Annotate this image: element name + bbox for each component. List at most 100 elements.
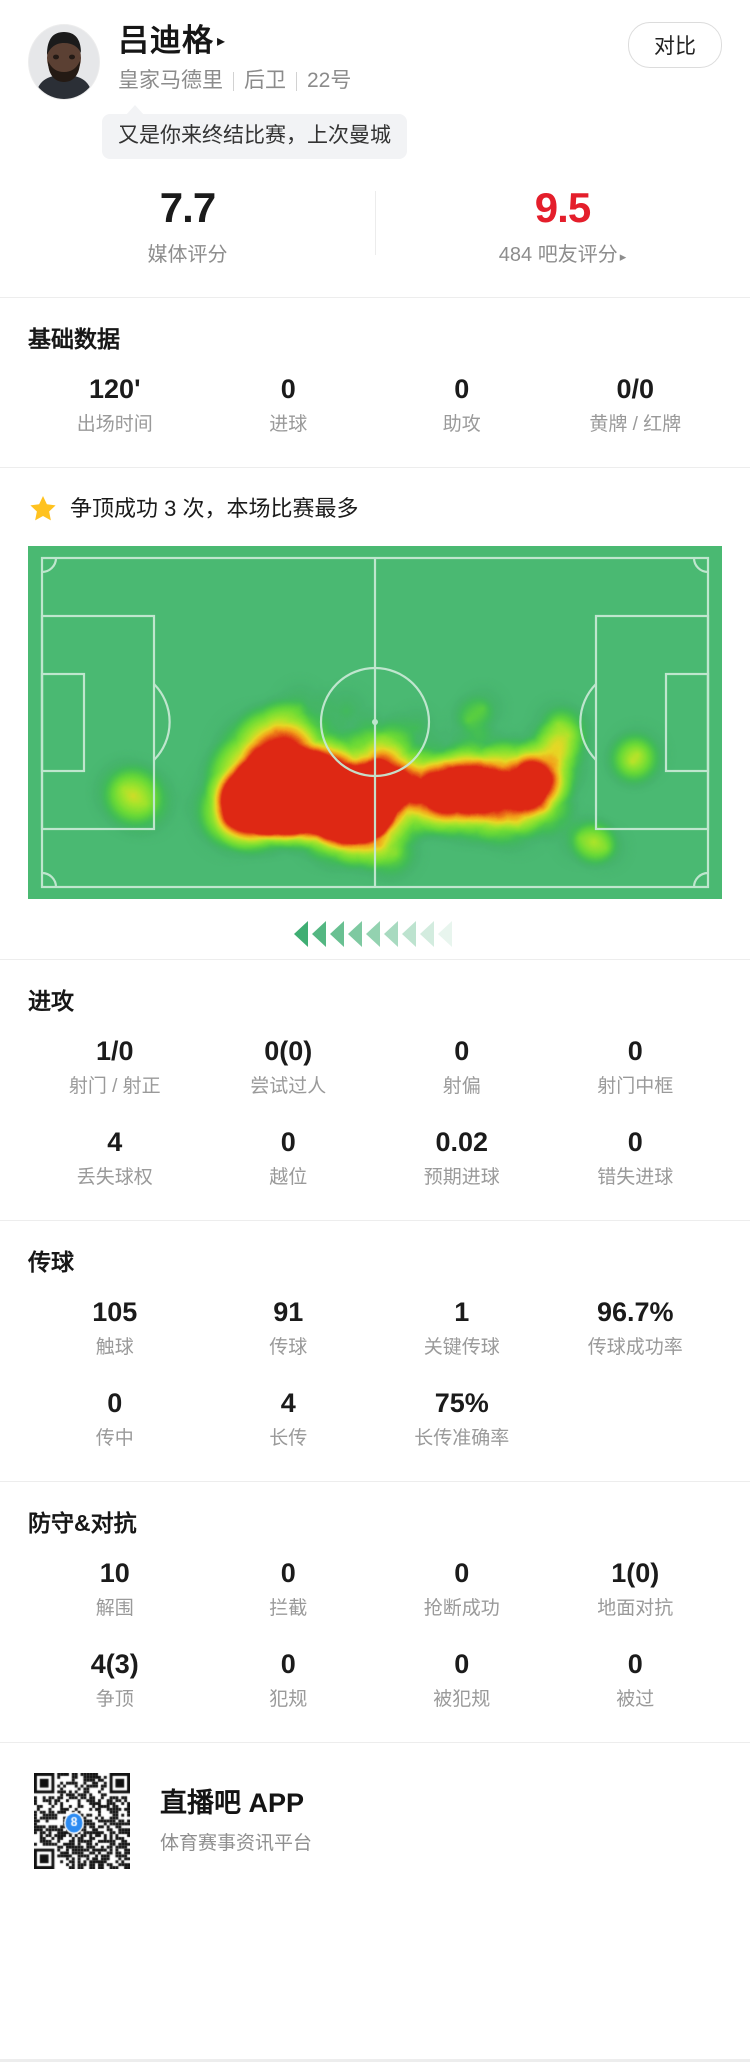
stat-value: 0 — [454, 374, 470, 404]
player-name-text: 吕迪格 — [118, 23, 214, 58]
player-header: 吕迪格 ▸ 皇家马德里 后卫 22号 对比 — [0, 0, 750, 100]
quote-text: 又是你来终结比赛，上次曼城 — [118, 124, 391, 147]
media-rating-value: 7.7 — [159, 184, 216, 231]
stat-cell: 105 触球 — [28, 1281, 202, 1372]
stat-value: 1/0 — [95, 1036, 134, 1066]
stat-cell: 0 进球 — [202, 358, 376, 449]
section-divider — [0, 467, 750, 468]
stat-label: 地面对抗 — [597, 1598, 674, 1619]
compare-button[interactable]: 对比 — [628, 22, 722, 68]
stat-cell: 4 长传 — [202, 1372, 376, 1463]
stat-cell-empty — [549, 1372, 723, 1463]
stat-label: 进球 — [269, 414, 308, 435]
attack-section: 进攻 1/0 射门 / 射正 0(0) 尝试过人 0 射偏 0 射门中框 4 丢失球权 0… — [0, 986, 750, 1202]
meta-divider — [233, 71, 234, 91]
stat-value: 91 — [273, 1297, 304, 1327]
stat-cell: 0.02 预期进球 — [375, 1111, 549, 1202]
stat-value: 10 — [99, 1558, 130, 1588]
stat-value: 0 — [280, 1127, 296, 1157]
stat-label: 越位 — [269, 1167, 308, 1188]
section-divider — [0, 1220, 750, 1221]
stat-label: 出场时间 — [76, 414, 153, 435]
player-identity: 吕迪格 ▸ 皇家马德里 后卫 22号 — [118, 22, 722, 94]
stat-label: 丢失球权 — [76, 1167, 153, 1188]
stat-cell: 0 被过 — [549, 1633, 723, 1724]
stat-cell: 0/0 黄牌 / 红牌 — [549, 358, 723, 449]
section-divider — [0, 1481, 750, 1482]
chevron-left-icon — [330, 921, 344, 947]
stat-cell: 1(0) 地面对抗 — [549, 1542, 723, 1633]
stat-cell: 96.7% 传球成功率 — [549, 1281, 723, 1372]
media-rating-label: 媒体评分 — [147, 244, 228, 266]
app-tagline: 体育赛事资讯平台 — [160, 1833, 313, 1854]
stat-cell: 0 射门中框 — [549, 1020, 723, 1111]
chevron-left-icon — [348, 921, 362, 947]
avatar[interactable] — [28, 24, 100, 100]
stat-label: 被犯规 — [433, 1689, 491, 1710]
stat-value: 4 — [280, 1388, 296, 1418]
stat-value: 0 — [454, 1036, 470, 1066]
chevron-right-icon: ▸ — [619, 249, 627, 264]
fan-rating[interactable]: 9.5 484 吧友评分 ▸ — [375, 183, 750, 269]
direction-arrows — [28, 917, 722, 951]
stat-value: 4(3) — [90, 1649, 139, 1679]
attack-grid: 1/0 射门 / 射正 0(0) 尝试过人 0 射偏 0 射门中框 4 丢失球权 0 越位 … — [28, 1020, 722, 1202]
attack-section-title: 进攻 — [28, 988, 74, 1014]
stat-cell: 0 被犯规 — [375, 1633, 549, 1724]
stat-value: 4 — [107, 1127, 123, 1157]
stat-cell: 0 传中 — [28, 1372, 202, 1463]
stat-cell: 4 丢失球权 — [28, 1111, 202, 1202]
chevron-left-icon — [366, 921, 380, 947]
stat-cell: 0 犯规 — [202, 1633, 376, 1724]
stat-value: 0 — [627, 1649, 643, 1679]
compare-button-label: 对比 — [654, 35, 696, 58]
stat-value: 75% — [434, 1388, 489, 1418]
basic-grid: 120' 出场时间 0 进球 0 助攻 0/0 黄牌 / 红牌 — [28, 358, 722, 449]
stat-label: 长传准确率 — [414, 1428, 510, 1449]
fan-rating-label-text: 484 吧友评分 — [498, 244, 618, 266]
stat-label: 被过 — [616, 1689, 655, 1710]
player-name[interactable]: 吕迪格 ▸ — [118, 22, 722, 60]
stat-value: 96.7% — [596, 1297, 674, 1327]
stat-label: 抢断成功 — [423, 1598, 500, 1619]
stat-cell: 4(3) 争顶 — [28, 1633, 202, 1724]
app-name: 直播吧 APP — [160, 1788, 305, 1818]
stat-label: 预期进球 — [423, 1167, 500, 1188]
stat-value: 0.02 — [435, 1127, 489, 1157]
stat-cell: 0(0) 尝试过人 — [202, 1020, 376, 1111]
stat-value: 0 — [454, 1649, 470, 1679]
stat-value: 0(0) — [264, 1036, 313, 1066]
heatmap-pitch[interactable] — [28, 546, 722, 899]
section-divider — [0, 959, 750, 960]
stat-label: 传中 — [95, 1428, 134, 1449]
stat-label: 争顶 — [95, 1689, 134, 1710]
chevron-left-icon — [312, 921, 326, 947]
stat-value: 0 — [280, 374, 296, 404]
chevron-right-icon: ▸ — [217, 33, 227, 50]
stat-value: 0 — [107, 1388, 123, 1418]
passing-section-title: 传球 — [28, 1249, 74, 1275]
media-rating: 7.7 媒体评分 — [0, 183, 375, 269]
meta-divider — [296, 71, 297, 91]
bottom-bar — [0, 2059, 750, 2062]
team-name: 皇家马德里 — [118, 69, 223, 92]
stat-label: 解围 — [95, 1598, 134, 1619]
stat-cell: 1 关键传球 — [375, 1281, 549, 1372]
stat-label: 助攻 — [442, 414, 481, 435]
chevron-left-icon — [420, 921, 434, 947]
quote-bubble: 又是你来终结比赛，上次曼城 — [102, 105, 407, 159]
qr-code-icon[interactable] — [34, 1773, 130, 1869]
stat-cell: 1/0 射门 / 射正 — [28, 1020, 202, 1111]
stat-value: 0 — [454, 1558, 470, 1588]
stat-label: 犯规 — [269, 1689, 308, 1710]
stat-value: 0 — [627, 1036, 643, 1066]
stat-value: 1 — [454, 1297, 470, 1327]
defense-grid: 10 解围 0 拦截 0 抢断成功 1(0) 地面对抗 4(3) 争顶 0 犯规 0 被犯规 … — [28, 1542, 722, 1724]
stat-label: 拦截 — [269, 1598, 308, 1619]
stat-label: 传球 — [269, 1337, 308, 1358]
stat-value: 1(0) — [611, 1558, 660, 1588]
stat-label: 射偏 — [442, 1076, 481, 1097]
heatmap-wrap — [28, 546, 722, 951]
stat-value: 0 — [280, 1558, 296, 1588]
stat-label: 错失进球 — [597, 1167, 674, 1188]
